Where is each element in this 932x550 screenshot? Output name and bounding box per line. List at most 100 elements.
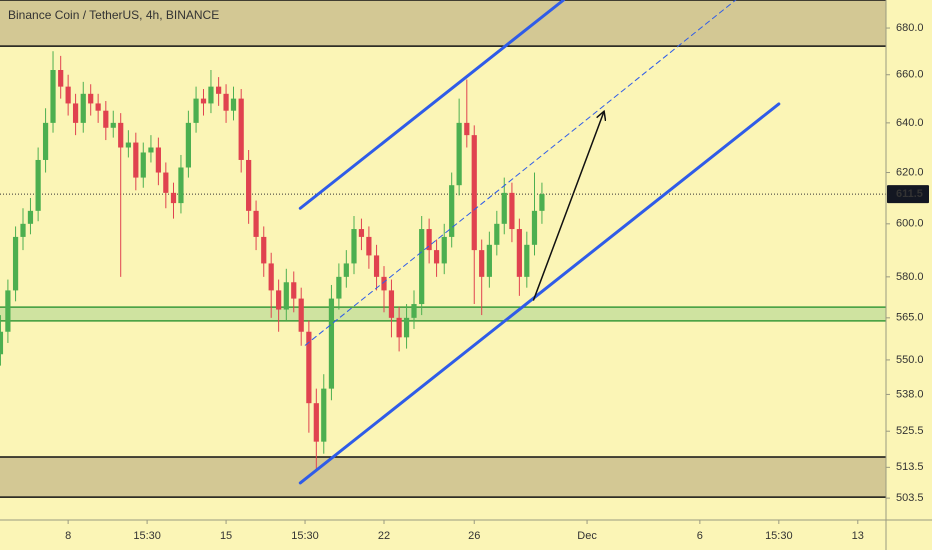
candle-body — [411, 304, 417, 318]
candle-body — [118, 122, 124, 148]
zone — [0, 457, 886, 498]
candle-body — [193, 98, 199, 123]
candle-body — [313, 403, 319, 442]
candle-body — [449, 185, 455, 237]
candle-body — [185, 122, 191, 168]
candle-body — [396, 317, 402, 338]
candle-body — [298, 298, 304, 332]
candle-body — [433, 250, 440, 264]
candle-body — [200, 98, 207, 104]
candle-body — [208, 86, 214, 104]
y-tick-label: 550.0 — [896, 354, 924, 366]
candle-body — [72, 103, 79, 123]
x-tick-label: 8 — [65, 530, 71, 542]
x-tick-label: 26 — [468, 530, 480, 542]
candle-body — [216, 86, 222, 94]
trend-line — [298, 102, 781, 485]
x-tick-label: 22 — [378, 530, 390, 542]
y-tick-label: 525.5 — [896, 425, 924, 437]
candle-body — [426, 229, 432, 251]
x-tick-label: 6 — [697, 530, 703, 542]
candle-body — [238, 98, 244, 160]
candle-body — [80, 93, 86, 123]
x-tick-label: 15 — [220, 530, 232, 542]
candle-body — [155, 147, 161, 173]
candle-body — [388, 290, 395, 318]
x-tick-label: Dec — [577, 530, 597, 542]
candle-body — [65, 86, 71, 104]
y-tick-label: 680.0 — [896, 22, 924, 34]
candle-body — [351, 229, 357, 264]
y-tick-label: 620.0 — [896, 166, 924, 178]
candle-body — [336, 276, 342, 299]
candle-body — [479, 250, 485, 277]
y-tick-label: 538.0 — [896, 388, 924, 400]
x-tick-label: 15:30 — [133, 530, 161, 542]
candle-body — [253, 210, 259, 237]
last-price-box — [887, 185, 929, 204]
candle-body — [516, 229, 522, 277]
candle-body — [486, 244, 492, 277]
candle-body — [306, 331, 312, 404]
candle-body — [381, 276, 387, 291]
candle-body — [268, 263, 274, 291]
candle-body — [471, 135, 477, 251]
candle-body — [133, 142, 139, 178]
candle-body — [501, 192, 507, 224]
y-tick-label: 660.0 — [896, 69, 924, 81]
candle-body — [148, 147, 154, 153]
candle-body — [524, 244, 530, 277]
candle-body — [343, 263, 349, 277]
y-tick-label: 513.5 — [896, 461, 924, 473]
candle-body — [456, 122, 462, 186]
candle-body — [230, 98, 237, 111]
candle-body — [419, 229, 425, 305]
candle-body — [464, 122, 470, 136]
candle-body — [125, 142, 131, 148]
zone — [0, 0, 886, 47]
x-tick-label: 15:30 — [765, 530, 793, 542]
candle-body — [261, 236, 267, 264]
candle-body — [321, 388, 327, 442]
candle-body — [223, 93, 229, 111]
trend-line — [298, 0, 566, 210]
arrow — [532, 112, 604, 301]
candle-body — [42, 122, 49, 160]
candle-body — [531, 210, 538, 245]
candle-body — [276, 290, 282, 310]
candle-body — [328, 298, 335, 389]
candle-body — [283, 282, 289, 310]
candle-body — [140, 152, 146, 178]
candle-body — [366, 236, 372, 256]
x-tick-label: 13 — [852, 530, 864, 542]
candle-body — [291, 282, 297, 299]
candle-body — [27, 210, 34, 224]
candle-body — [358, 229, 365, 237]
candle-body — [170, 192, 177, 204]
y-tick-label: 565.0 — [896, 312, 924, 324]
y-tick-label: 640.0 — [896, 117, 924, 129]
candle-body — [12, 236, 19, 291]
y-tick-label: 503.5 — [896, 492, 924, 504]
y-tick-label: 600.0 — [896, 218, 924, 230]
candle-body — [539, 194, 545, 211]
chart-title: Binance Coin / TetherUS, 4h, BINANCE — [8, 8, 219, 22]
candle-body — [441, 236, 447, 264]
candle-body — [58, 70, 64, 87]
candle-body — [5, 290, 11, 332]
candle-body — [95, 103, 101, 111]
x-tick-label: 15:30 — [291, 530, 319, 542]
candle-body — [246, 159, 252, 211]
candle-body — [178, 167, 184, 204]
candle-body — [373, 255, 380, 277]
plot-area — [0, 0, 886, 498]
candle-body — [163, 172, 169, 193]
candle-body — [403, 317, 410, 338]
candle-body — [0, 331, 4, 355]
candle-body — [88, 93, 94, 104]
zone — [0, 307, 886, 321]
y-tick-label: 580.0 — [896, 271, 924, 283]
last-price-label: 611.5 — [896, 188, 923, 200]
